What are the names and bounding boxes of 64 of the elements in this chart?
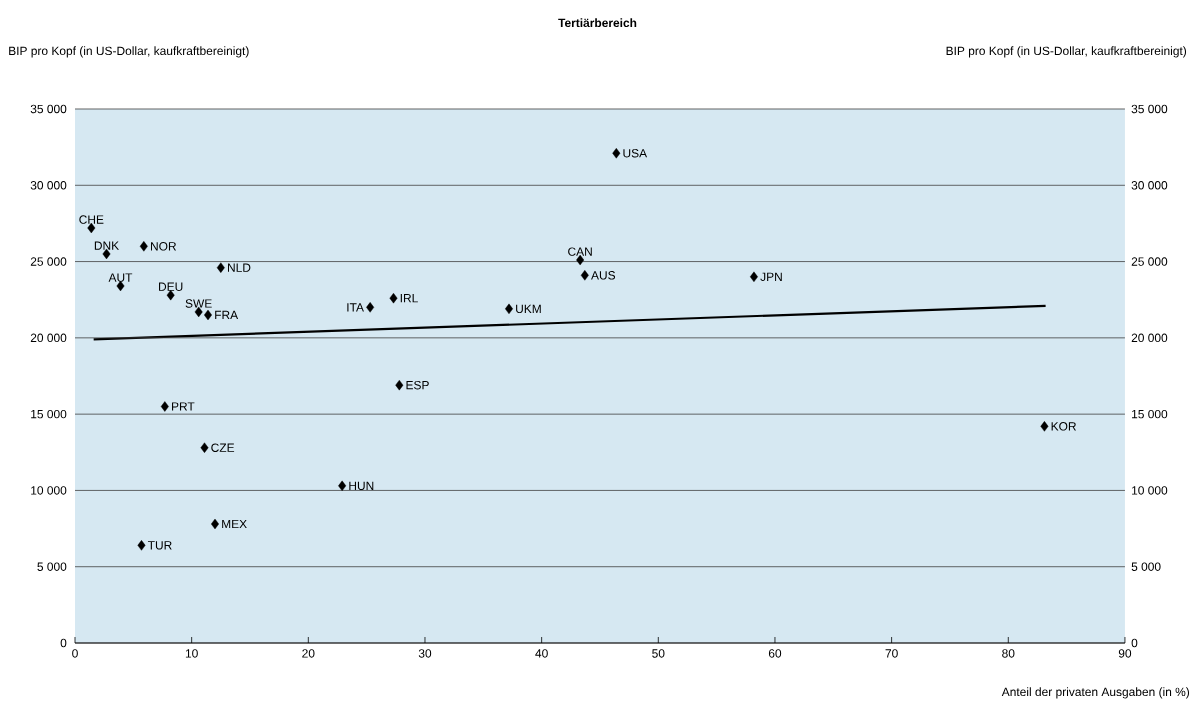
point bbox=[580, 270, 589, 281]
y-tick-label: 0 bbox=[60, 638, 67, 648]
x-tick-label: 10 bbox=[185, 649, 198, 658]
annotation: NLD bbox=[228, 263, 251, 272]
x-tick-label: 20 bbox=[302, 649, 315, 658]
annotation: USA bbox=[623, 149, 648, 158]
annotation: AUS bbox=[591, 271, 616, 280]
y-tick-label: 30 000 bbox=[30, 181, 67, 190]
y2-tick-label: 30 000 bbox=[1131, 181, 1168, 190]
annotation: CHE bbox=[79, 215, 104, 224]
point bbox=[139, 241, 148, 252]
annotation: CAN bbox=[568, 247, 592, 256]
x-tick-label: 50 bbox=[652, 649, 665, 658]
y-tick-label: 15 000 bbox=[31, 409, 67, 419]
annotation: IRL bbox=[400, 294, 418, 303]
point bbox=[160, 401, 169, 412]
y-tick-label: 20 000 bbox=[30, 333, 67, 343]
annotation: SWE bbox=[185, 299, 212, 308]
point bbox=[216, 262, 225, 273]
x-tick-label: 70 bbox=[885, 649, 898, 658]
y2-tick-label: 20 000 bbox=[1131, 333, 1168, 343]
point bbox=[137, 540, 146, 551]
x-tick-label: 80 bbox=[1002, 649, 1015, 658]
annotation: DNK bbox=[94, 241, 119, 250]
y-tick-label: 35 000 bbox=[30, 104, 67, 114]
y2-tick-label: 25 000 bbox=[1131, 257, 1168, 266]
annotation: MEX bbox=[222, 519, 247, 529]
x-tick-label: 30 bbox=[418, 649, 432, 658]
point bbox=[366, 302, 375, 313]
annotation: ITA bbox=[347, 303, 364, 312]
annotation: UKM bbox=[516, 304, 541, 314]
point bbox=[1040, 421, 1049, 432]
point bbox=[200, 442, 209, 453]
x-tick-label: 90 bbox=[1118, 649, 1132, 658]
chart-title: Tertiärbereich bbox=[558, 18, 637, 28]
annotation: NOR bbox=[151, 242, 177, 251]
y-tick-label: 25 000 bbox=[30, 257, 67, 266]
annotation: KOR bbox=[1051, 422, 1076, 431]
annotation: HUN bbox=[349, 481, 374, 491]
point bbox=[338, 480, 347, 492]
annotation: TUR bbox=[147, 541, 172, 550]
point bbox=[395, 379, 404, 391]
x-tick-label: 40 bbox=[535, 649, 548, 658]
y2-tick-label: 15 000 bbox=[1132, 409, 1168, 419]
point bbox=[612, 148, 621, 159]
y2-tick-label: 0 bbox=[1131, 638, 1138, 648]
annotation: CZE bbox=[211, 443, 235, 452]
annotation: DEU bbox=[159, 282, 183, 291]
annotation: PRT bbox=[172, 402, 195, 411]
annotation: ESP bbox=[406, 380, 429, 390]
x-tick-label: 0 bbox=[72, 649, 78, 658]
x-tick-label: 60 bbox=[768, 649, 782, 658]
y2-tick-label: 10 000 bbox=[1132, 486, 1168, 495]
y-axis-title: BIP pro Kopf (in US-Dollar, kaufkraftbereinigt) bbox=[9, 46, 249, 58]
annotation: FRA bbox=[215, 310, 239, 320]
x-axis-title: Anteil der privaten Ausgaben (in %) bbox=[1001, 687, 1190, 699]
y-tick-label: 5 000 bbox=[37, 562, 67, 571]
point bbox=[389, 292, 398, 304]
annotation: AUT bbox=[108, 273, 133, 282]
annotation: JPN bbox=[760, 272, 782, 281]
y2-axis-title: BIP pro Kopf (in US-Dollar, kaufkraftbereinigt) bbox=[946, 46, 1187, 58]
y2-tick-label: 35 000 bbox=[1131, 104, 1168, 114]
y-tick-label: 10 000 bbox=[31, 486, 67, 495]
y2-tick-label: 5 000 bbox=[1131, 562, 1161, 571]
